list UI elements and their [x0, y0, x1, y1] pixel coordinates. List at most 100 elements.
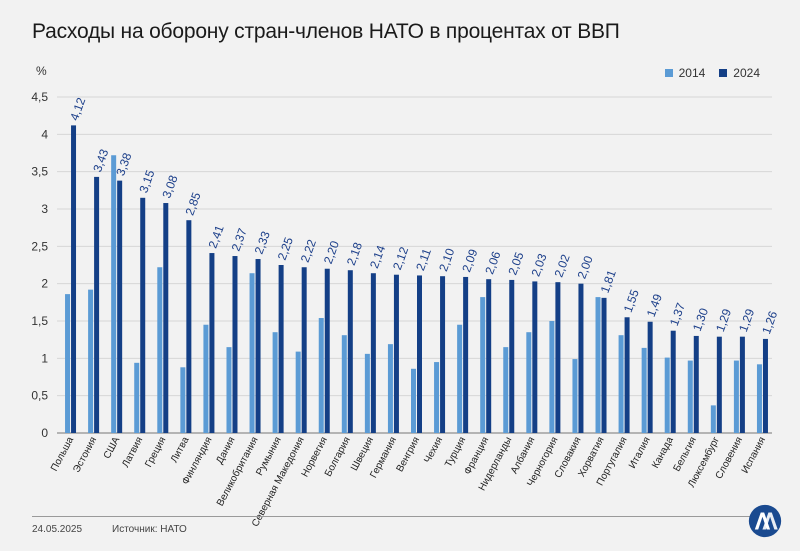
y-axis-unit: %	[36, 64, 47, 78]
x-tick-label: Дания	[214, 435, 237, 466]
x-tick-label: Канада	[650, 435, 676, 470]
bar-2024	[186, 220, 192, 433]
bar-2024	[370, 273, 376, 433]
data-label-2024: 2,37	[229, 226, 250, 253]
data-label-2024: 1,29	[713, 307, 734, 334]
data-label-2024: 2,14	[367, 243, 388, 270]
data-label-2024: 1,26	[759, 309, 780, 336]
bar-2014	[387, 344, 393, 433]
legend-item-2024: 2024	[719, 66, 760, 80]
data-label-2024: 4,12	[67, 95, 88, 122]
x-tick-label: Греция	[143, 435, 168, 469]
bar-2014	[549, 321, 555, 433]
bar-2024	[762, 338, 768, 433]
bar-2014	[572, 359, 578, 433]
data-label-2024: 2,22	[298, 237, 319, 264]
bar-2024	[232, 256, 238, 433]
y-tick-label: 0,5	[31, 389, 48, 403]
bar-2024	[278, 265, 284, 433]
data-label-2024: 1,55	[621, 287, 642, 314]
bar-2014	[65, 294, 71, 433]
bar-2024	[393, 274, 399, 433]
data-label-2024: 2,10	[436, 246, 457, 273]
bar-2014	[111, 155, 117, 434]
bar-2024	[670, 330, 676, 433]
data-label-2024: 2,00	[575, 254, 596, 281]
bar-2014	[134, 362, 140, 433]
data-label-2024: 2,03	[528, 251, 549, 278]
y-tick-label: 2	[41, 277, 48, 291]
y-tick-label: 0	[41, 426, 48, 440]
data-label-2024: 2,18	[344, 240, 365, 267]
data-label-2024: 2,05	[505, 250, 526, 277]
bar-2024	[693, 335, 699, 433]
y-tick-label: 3	[41, 202, 48, 216]
bar-2024	[140, 197, 146, 433]
data-label-2024: 2,06	[482, 249, 503, 276]
data-label-2024: 3,08	[159, 173, 180, 200]
bar-2024	[486, 279, 492, 433]
bar-2024	[209, 253, 215, 433]
data-label-2024: 2,33	[252, 229, 273, 256]
bar-2014	[434, 362, 440, 433]
bar-2014	[664, 357, 670, 433]
bar-2014	[272, 332, 278, 433]
data-label-2024: 3,43	[90, 147, 111, 174]
bar-2024	[509, 279, 515, 433]
y-tick-label: 1	[41, 351, 48, 365]
x-tick-label: Турция	[443, 435, 468, 469]
y-tick-label: 1,5	[31, 314, 48, 328]
legend-swatch-2024	[719, 69, 728, 77]
x-tick-label: Чехия	[422, 435, 445, 465]
bar-2024	[532, 281, 538, 433]
bar-2014	[480, 297, 486, 433]
data-label-2024: 1,37	[667, 301, 688, 328]
bar-2014	[203, 324, 209, 433]
bar-2024	[94, 176, 100, 434]
bar-2024	[163, 203, 169, 433]
bar-2014	[526, 332, 532, 433]
bar-2024	[578, 283, 584, 433]
bar-2024	[324, 268, 330, 433]
bar-2024	[417, 275, 422, 433]
legend-item-2014: 2014	[664, 66, 706, 80]
legend-label-2024: 2024	[733, 66, 760, 80]
bar-2014	[249, 273, 255, 433]
data-label-2024: 2,11	[413, 246, 434, 272]
bar-2014	[88, 289, 94, 433]
agency-logo-icon	[748, 504, 782, 538]
bar-2024	[624, 317, 630, 433]
bar-2024	[739, 336, 745, 433]
bar-2024	[555, 282, 561, 433]
chart-title: Расходы на оборону стран-членов НАТО в п…	[32, 20, 620, 43]
footer-divider	[32, 516, 768, 517]
publication-date: 24.05.2025	[32, 524, 83, 535]
data-label-2024: 2,20	[321, 239, 342, 266]
bar-2014	[411, 368, 416, 433]
y-tick-label: 4,5	[31, 90, 48, 104]
data-label-2024: 2,85	[183, 190, 204, 217]
x-tick-label: Латвия	[120, 435, 145, 469]
bar-2014	[457, 324, 463, 433]
data-label-2024: 1,81	[598, 268, 619, 295]
bar-2024	[716, 336, 722, 433]
bar-2014	[364, 353, 370, 433]
x-tick-label: Италия	[627, 435, 653, 470]
bar-2024	[301, 267, 307, 433]
x-tick-label: Литва	[169, 435, 192, 465]
data-label-2024: 1,49	[644, 292, 665, 319]
bar-2024	[440, 276, 446, 433]
bar-2014	[226, 347, 232, 433]
bar-2014	[595, 297, 601, 433]
bar-2024	[255, 259, 261, 433]
bar-2014	[641, 347, 647, 433]
data-label-2024: 2,12	[390, 245, 411, 272]
bar-2024	[647, 321, 653, 433]
bar-2014	[180, 367, 186, 433]
bar-2014	[710, 405, 716, 433]
legend-label-2014: 2014	[678, 66, 706, 80]
legend: 2014 2024	[664, 66, 760, 80]
bar-2024	[117, 180, 123, 433]
bar-2014	[318, 318, 324, 433]
y-tick-label: 4	[41, 127, 48, 141]
